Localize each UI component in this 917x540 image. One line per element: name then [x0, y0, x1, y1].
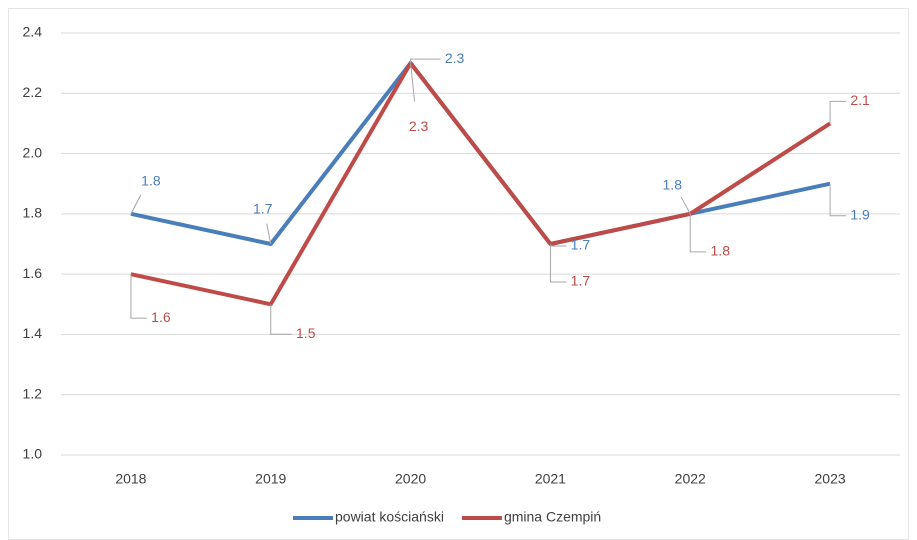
legend-label: gmina Czempiń: [504, 509, 601, 525]
leader-line: [549, 244, 567, 283]
y-tick-label: 1.2: [23, 385, 43, 401]
data-label: 1.8: [141, 173, 161, 189]
y-tick-label: 2.0: [23, 144, 43, 160]
x-tick-label: 2021: [535, 471, 566, 487]
y-tick-label: 1.6: [23, 265, 43, 281]
x-tick-label: 2022: [675, 471, 706, 487]
data-label: 1.6: [151, 309, 171, 325]
y-tick-label: 1.0: [23, 446, 43, 462]
data-label: 1.8: [711, 243, 731, 259]
leader-line: [829, 183, 847, 217]
y-tick-label: 1.8: [23, 205, 43, 221]
leader-line: [680, 196, 691, 215]
leader-line: [689, 213, 707, 253]
y-tick-label: 2.4: [23, 24, 43, 40]
data-label: 1.9: [850, 206, 870, 222]
y-tick-label: 1.4: [23, 325, 43, 341]
leader-line: [829, 100, 847, 124]
x-tick-label: 2020: [395, 471, 426, 487]
data-label: 1.7: [253, 201, 273, 217]
data-label: 2.3: [445, 50, 465, 66]
x-tick-label: 2018: [115, 471, 146, 487]
series-line: [130, 61, 832, 307]
y-tick-label: 2.2: [23, 84, 43, 100]
leader-line: [130, 274, 147, 319]
data-label: 2.3: [409, 118, 429, 134]
leader-line: [266, 223, 272, 245]
legend-label: powiat kościański: [335, 509, 444, 525]
data-label: 1.8: [663, 177, 683, 193]
data-label: 1.7: [571, 273, 591, 289]
data-label: 1.5: [296, 325, 316, 341]
leader-line: [270, 304, 292, 335]
leader-line: [410, 58, 441, 64]
leader-line: [130, 194, 142, 215]
data-label: 2.1: [850, 92, 870, 108]
data-label: 1.7: [571, 237, 591, 253]
x-tick-label: 2019: [255, 471, 286, 487]
leader-line: [410, 63, 416, 102]
x-tick-label: 2023: [815, 471, 846, 487]
